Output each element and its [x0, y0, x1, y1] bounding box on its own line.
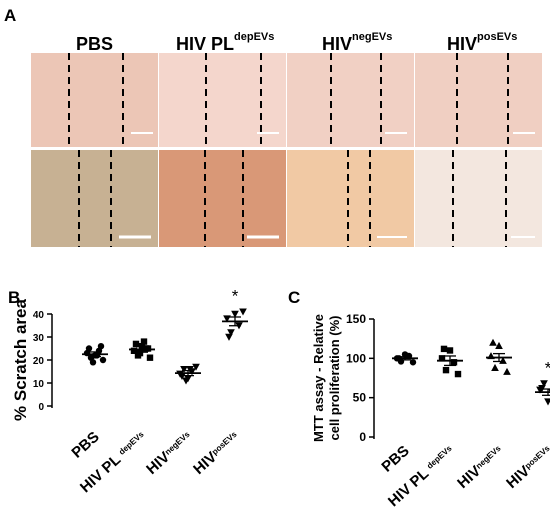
data-point	[442, 366, 450, 374]
y-tick-label: 0	[38, 402, 44, 413]
column-title-hiv-pl-depevs: HIV PLdepEVs	[176, 31, 275, 55]
data-point	[454, 370, 462, 378]
significance-star: *	[545, 359, 550, 378]
data-point	[192, 363, 200, 371]
data-point	[89, 359, 97, 366]
data-point	[97, 343, 105, 350]
y-tick-label: 10	[33, 379, 45, 390]
data-point	[178, 372, 186, 380]
column-title-base: HIV	[447, 34, 478, 54]
data-point	[544, 398, 550, 406]
data-point	[99, 356, 107, 364]
panel-a-label: A	[4, 6, 17, 25]
data-point	[146, 354, 154, 361]
data-point	[503, 367, 511, 375]
x-category-label: HIVposEVs	[190, 428, 243, 478]
data-point	[409, 359, 417, 366]
data-point	[132, 340, 140, 348]
y-axis-label: MTT assay - Relative	[311, 314, 326, 442]
y-axis-label: cell proliferation (%)	[327, 316, 342, 441]
y-tick-label: 0	[359, 430, 366, 444]
micrograph-hiv-negevs-row2	[287, 150, 414, 247]
data-point	[489, 338, 497, 346]
y-tick-label: 100	[346, 351, 366, 365]
data-point	[227, 329, 235, 337]
data-point	[239, 308, 247, 316]
data-point	[136, 349, 144, 357]
data-point	[495, 341, 503, 349]
data-point	[180, 366, 188, 374]
data-point	[182, 377, 190, 385]
data-point	[450, 359, 458, 366]
micrograph-hiv-pl-depevs-row2	[159, 150, 286, 247]
micrograph-hiv-posevs-row2	[415, 150, 542, 247]
column-title-sup: depEVs	[234, 31, 275, 43]
data-point	[85, 345, 93, 352]
data-point	[540, 380, 548, 388]
data-point	[499, 356, 507, 364]
column-title-sup: posEVs	[477, 31, 518, 43]
data-point	[140, 338, 148, 345]
column-title-sup: negEVs	[352, 31, 393, 43]
data-point	[223, 315, 231, 323]
x-category-label: PBS	[68, 428, 102, 461]
column-title-pbs: PBS	[76, 34, 113, 55]
data-point	[225, 333, 233, 341]
x-category-label: HIVnegEVs	[143, 428, 196, 478]
micrograph-hiv-negevs-row1	[287, 53, 414, 147]
column-title-base: HIV PL	[176, 34, 235, 54]
y-tick-label: 20	[33, 356, 45, 367]
x-category-label: HIVnegEVs	[454, 442, 507, 492]
significance-star: *	[232, 290, 239, 306]
data-point	[446, 347, 454, 354]
y-tick-label: 40	[33, 310, 45, 321]
micrograph-pbs-row1	[31, 53, 158, 147]
y-tick-label: 30	[33, 333, 45, 344]
data-point	[491, 363, 499, 371]
data-point	[231, 310, 239, 318]
column-title-hiv-negevs: HIVnegEVs	[322, 31, 393, 55]
y-axis-label: % Scratch area	[11, 299, 30, 421]
micrograph-pbs-row2	[31, 150, 158, 247]
x-category-label: PBS	[378, 442, 412, 475]
x-category-label: HIVposEVs	[503, 442, 550, 492]
data-point	[186, 366, 194, 374]
micrograph-hiv-pl-depevs-row1	[159, 53, 286, 147]
column-title-base: HIV	[322, 34, 353, 54]
panel-b-label: B	[8, 288, 21, 307]
column-title-base: PBS	[76, 34, 114, 54]
column-title-hiv-posevs: HIVposEVs	[447, 31, 518, 55]
data-point	[144, 345, 152, 352]
data-point	[130, 347, 138, 354]
mtt-assay-chart: 0 50 100 150 MTT assay - Relative cell prolif…	[311, 312, 550, 510]
panel-c-label: C	[288, 288, 301, 307]
data-point	[440, 345, 448, 353]
y-tick-label: 50	[353, 391, 367, 405]
micrograph-hiv-posevs-row1	[415, 53, 542, 147]
y-tick-label: 150	[346, 312, 366, 326]
data-point	[438, 355, 446, 362]
